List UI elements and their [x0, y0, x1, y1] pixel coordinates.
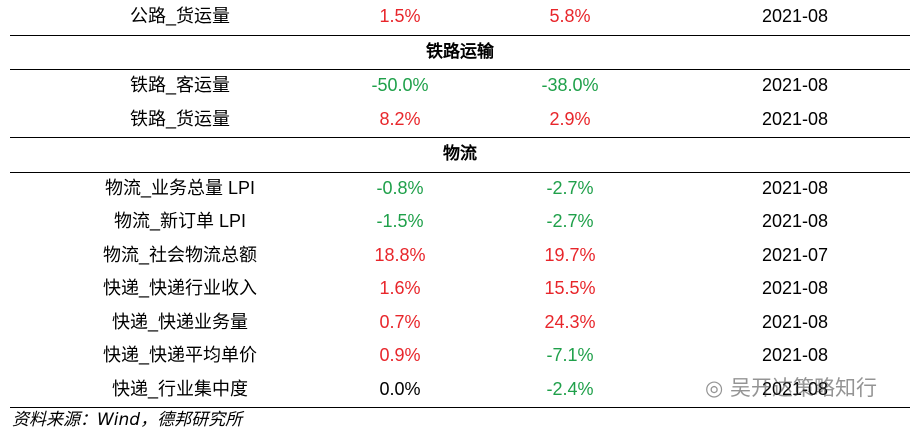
row-name: 快递_快递业务量 [111, 311, 248, 332]
row-name: 快递_快递平均单价 [102, 345, 257, 365]
value-cell: -2.7% [546, 177, 594, 198]
value-cell: 5.8% [549, 6, 591, 26]
row-name: 铁路_客运量 [129, 75, 230, 95]
rule [10, 34, 910, 36]
date-cell: 2021-08 [761, 311, 829, 332]
row-name: 物流_社会物流总额 [102, 244, 257, 265]
section-title: 物流 [443, 144, 477, 164]
value-cell: 0.0% [379, 378, 421, 399]
value-cell: 1.5% [379, 6, 421, 26]
date-cell: 2021-08 [761, 75, 829, 95]
watermark: ◎ 吴开达策略知行 [705, 376, 877, 400]
source-note: 资料来源：Wind，德邦研究所 [12, 410, 243, 430]
value-cell: -0.8% [376, 177, 424, 198]
rule [10, 407, 910, 408]
value-cell: -1.5% [376, 211, 424, 231]
date-cell: 2021-08 [761, 278, 829, 298]
value-cell: -2.7% [546, 211, 594, 231]
value-cell: 8.2% [379, 108, 421, 129]
rule [10, 137, 910, 138]
value-cell: -2.4% [546, 378, 594, 399]
value-cell: -50.0% [371, 75, 429, 95]
value-cell: 0.7% [379, 311, 421, 332]
row-name: 物流_业务总量 LPI [104, 177, 256, 198]
date-cell: 2021-08 [761, 345, 829, 365]
row-name: 公路_货运量 [129, 6, 230, 26]
date-cell: 2021-08 [761, 378, 829, 399]
row-name: 快递_快递行业收入 [102, 278, 257, 298]
value-cell: -38.0% [541, 75, 599, 95]
rule [10, 171, 910, 173]
rule [10, 69, 910, 70]
row-name: 快递_行业集中度 [111, 378, 248, 399]
date-cell: 2021-08 [761, 211, 829, 231]
date-cell: 2021-08 [761, 177, 829, 198]
row-name: 铁路_货运量 [129, 108, 230, 129]
value-cell: 15.5% [544, 278, 596, 298]
section-title: 铁路运输 [426, 41, 494, 62]
value-cell: 1.6% [379, 278, 421, 298]
date-cell: 2021-07 [761, 244, 829, 265]
value-cell: -7.1% [546, 345, 594, 365]
value-cell: 2.9% [549, 108, 591, 129]
watermark-text: 吴开达策略知行 [730, 376, 877, 400]
value-cell: 18.8% [374, 244, 426, 265]
date-cell: 2021-08 [761, 108, 829, 129]
row-name: 物流_新订单 LPI [113, 211, 247, 231]
value-cell: 0.9% [379, 345, 421, 365]
value-cell: 24.3% [544, 311, 596, 332]
date-cell: 2021-08 [761, 6, 829, 26]
value-cell: 19.7% [544, 244, 596, 265]
